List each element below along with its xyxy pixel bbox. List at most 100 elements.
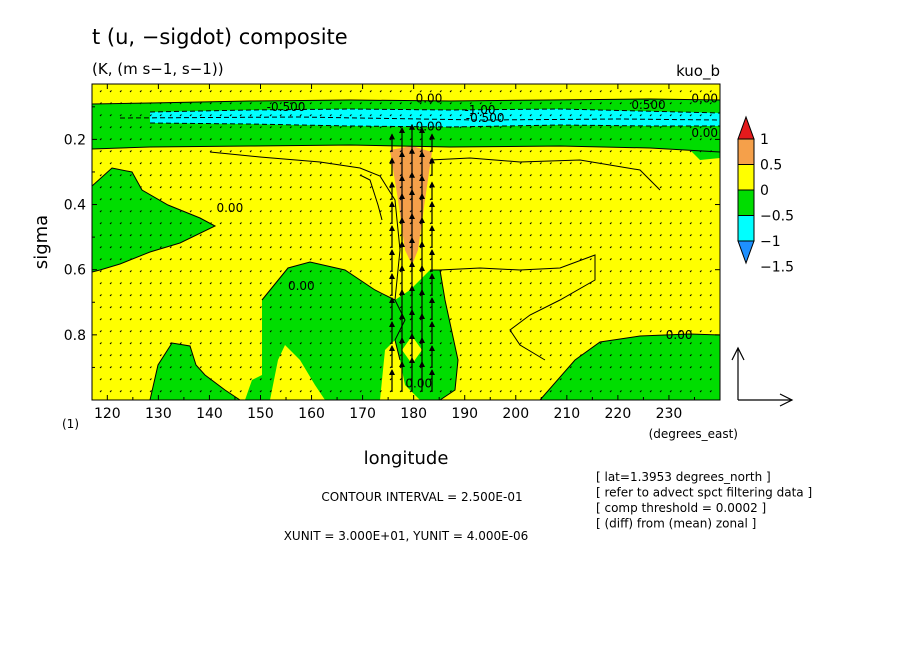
vector-dot	[699, 246, 702, 249]
chart-title: t (u, −sigdot) composite	[92, 25, 348, 49]
vector-dot	[439, 198, 442, 201]
vector-dot	[179, 270, 182, 273]
vector-dot	[319, 246, 322, 249]
vector-dot	[359, 126, 362, 129]
vector-dot	[499, 174, 502, 177]
vector-dot	[409, 270, 412, 273]
vector-dot	[419, 330, 422, 333]
vector-dot	[399, 354, 402, 357]
vector-dot	[259, 210, 262, 213]
vector-dot	[619, 270, 622, 273]
vector-dot	[529, 150, 532, 153]
vector-dot	[379, 366, 382, 369]
vector-dot	[699, 150, 702, 153]
vector-dot	[99, 222, 102, 225]
vector-dot	[119, 102, 122, 105]
y-tick-label: 0.8	[64, 328, 86, 344]
vector-dot	[99, 366, 102, 369]
vector-dot	[479, 258, 482, 261]
x-tick-label: 130	[145, 406, 172, 422]
vector-dot	[619, 342, 622, 345]
vector-dot	[559, 198, 562, 201]
colorbar-label: 0.5	[760, 158, 782, 174]
vector-dot	[629, 294, 632, 297]
vector-dot	[369, 234, 372, 237]
vector-dot	[629, 234, 632, 237]
vector-dot	[359, 390, 362, 393]
vector-dot	[669, 162, 672, 165]
vector-dot	[629, 186, 632, 189]
vector-dot	[659, 330, 662, 333]
vector-dot	[479, 306, 482, 309]
vector-dot	[139, 270, 142, 273]
vector-dot	[459, 318, 462, 321]
vector-dot	[119, 354, 122, 357]
vector-dot	[139, 114, 142, 117]
vector-dot	[519, 222, 522, 225]
vector-dot	[669, 342, 672, 345]
vector-dot	[109, 114, 112, 117]
vector-dot	[389, 318, 392, 321]
vector-dot	[529, 282, 532, 285]
vector-dot	[409, 198, 412, 201]
vector-dot	[239, 138, 242, 141]
vector-dot	[479, 222, 482, 225]
vector-dot	[379, 318, 382, 321]
vector-dot	[639, 342, 642, 345]
vector-dot	[709, 270, 712, 273]
vector-dot	[349, 390, 352, 393]
vector-dot	[199, 222, 202, 225]
vector-dot	[489, 186, 492, 189]
vector-dot	[579, 150, 582, 153]
vector-dot	[539, 114, 542, 117]
vector-dot	[629, 162, 632, 165]
vector-dot	[269, 354, 272, 357]
vector-dot	[479, 126, 482, 129]
vector-dot	[129, 306, 132, 309]
vector-dot	[479, 198, 482, 201]
vector-dot	[309, 258, 312, 261]
x-axis: 120 130 140 150 160 170 180 190 200 210 220 230	[94, 84, 695, 422]
vector-dot	[539, 174, 542, 177]
vector-dot	[409, 318, 412, 321]
vector-dot	[449, 162, 452, 165]
vector-dot	[149, 330, 152, 333]
vector-dot	[309, 222, 312, 225]
vector-dot	[579, 390, 582, 393]
vector-dot	[699, 282, 702, 285]
vector-dot	[449, 246, 452, 249]
vector-dot	[629, 354, 632, 357]
vector-dot	[239, 270, 242, 273]
vector-dot	[169, 378, 172, 381]
vector-dot	[639, 378, 642, 381]
vector-dot	[649, 114, 652, 117]
vector-dot	[519, 354, 522, 357]
vector-dot	[619, 330, 622, 333]
vector-dot	[559, 318, 562, 321]
vector-dot	[299, 186, 302, 189]
x-tick-label: 170	[349, 406, 376, 422]
vector-dot	[569, 126, 572, 129]
vector-dot	[159, 174, 162, 177]
vector-dot	[249, 138, 252, 141]
vector-dot	[359, 174, 362, 177]
vector-dot	[589, 90, 592, 93]
vector-dot	[449, 294, 452, 297]
vector-dot	[389, 126, 392, 129]
vector-dot	[109, 390, 112, 393]
vector-dot	[119, 330, 122, 333]
vector-dot	[499, 318, 502, 321]
vector-dot	[149, 150, 152, 153]
vector-dot	[119, 186, 122, 189]
vector-dot	[169, 138, 172, 141]
vector-dot	[159, 354, 162, 357]
vector-dot	[159, 90, 162, 93]
vector-dot	[469, 342, 472, 345]
vector-dot	[569, 330, 572, 333]
vector-dot	[359, 294, 362, 297]
vector-dot	[499, 294, 502, 297]
vector-dot	[509, 234, 512, 237]
vector-dot	[269, 222, 272, 225]
vector-dot	[249, 366, 252, 369]
vector-dot	[479, 90, 482, 93]
